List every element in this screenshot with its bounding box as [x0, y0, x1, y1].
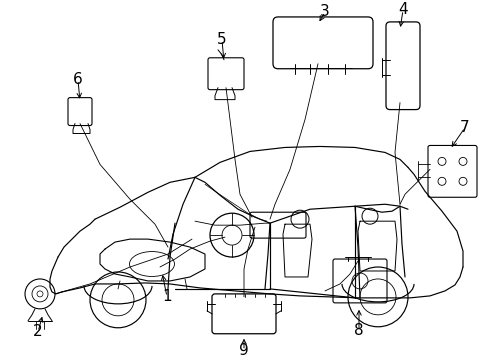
Text: 5: 5	[217, 32, 226, 48]
Text: 1: 1	[162, 289, 171, 305]
Text: 4: 4	[397, 3, 407, 18]
Text: 3: 3	[320, 4, 329, 19]
Text: 6: 6	[73, 72, 82, 87]
Text: 2: 2	[33, 324, 43, 339]
Text: 9: 9	[239, 343, 248, 358]
Text: 7: 7	[459, 120, 469, 135]
Text: 8: 8	[353, 323, 363, 338]
